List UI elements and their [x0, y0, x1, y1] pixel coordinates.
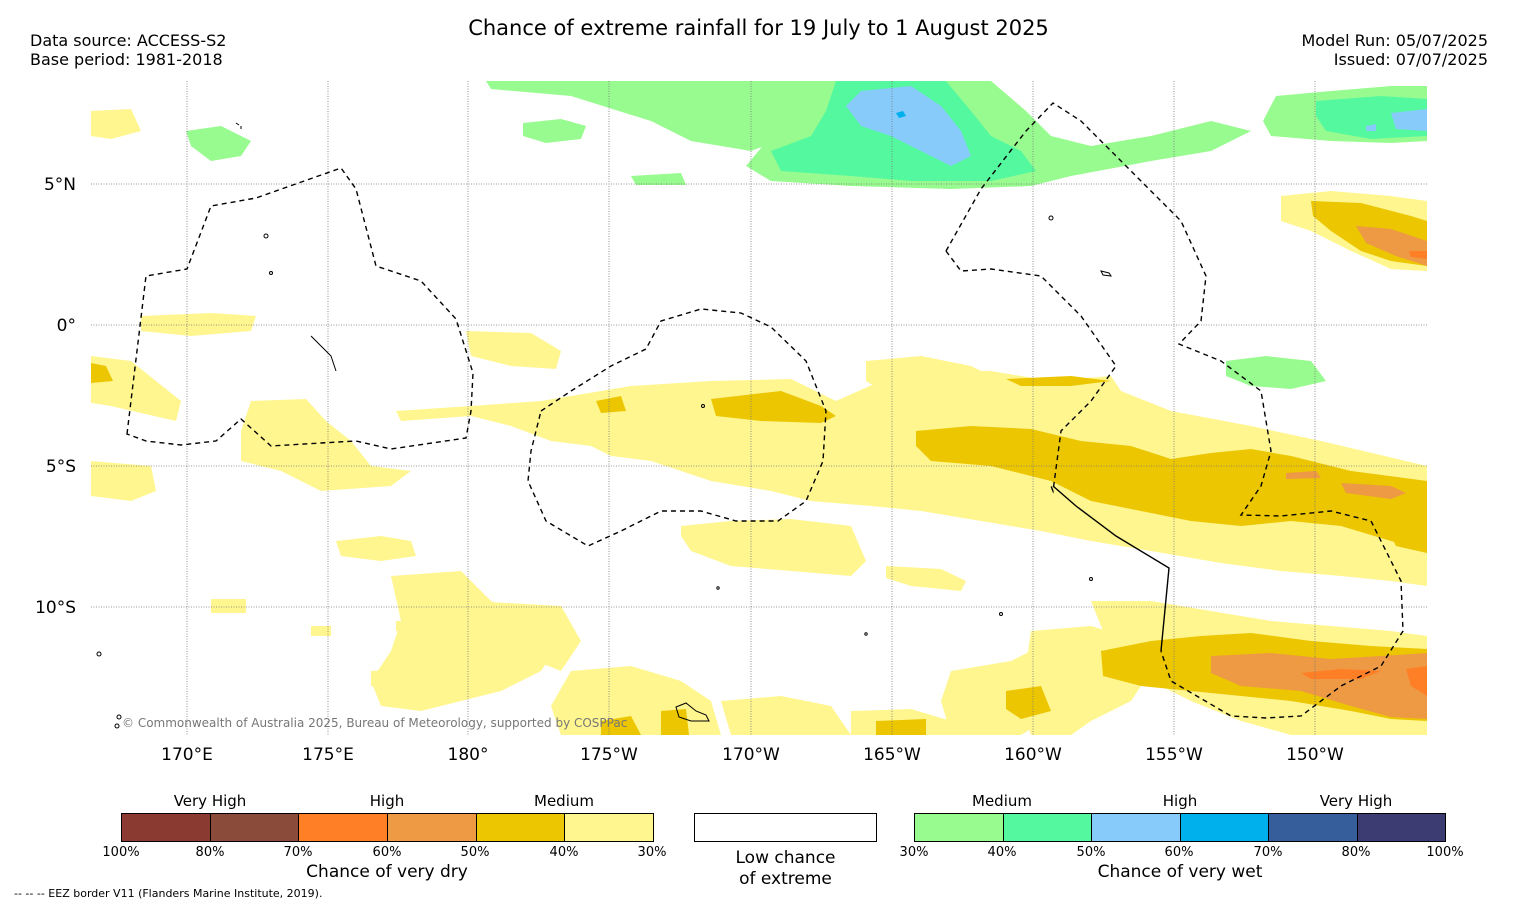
dry-header-very-high: Very High	[173, 792, 247, 810]
dry-colorbar	[121, 813, 654, 842]
lat-label-10s: 10°S	[35, 598, 76, 618]
wet-tick: 40%	[987, 845, 1017, 860]
low-chance-line2: of extreme	[739, 869, 832, 889]
wet-tick: 60%	[1164, 845, 1194, 860]
dry-tick: 40%	[549, 845, 579, 860]
lon-label-155w: 155°W	[1145, 745, 1203, 765]
dry-swatch-0	[122, 814, 211, 841]
wet-tick: 80%	[1341, 845, 1371, 860]
dry-header-high: High	[369, 792, 405, 810]
wet-tick: 50%	[1076, 845, 1106, 860]
wet-swatch-1	[1003, 814, 1092, 841]
wet-header-very-high: Very High	[1319, 792, 1393, 810]
graticule	[91, 81, 1427, 735]
lon-label-160w: 160°W	[1004, 745, 1062, 765]
dry-swatch-3	[388, 814, 477, 841]
wet-swatch-2	[1092, 814, 1181, 841]
lon-label-175w: 175°W	[580, 745, 638, 765]
lon-label-150w: 150°W	[1286, 745, 1344, 765]
dry-tick: 50%	[460, 845, 490, 860]
wet-colorbar	[914, 813, 1446, 842]
lon-label-180: 180°	[447, 745, 489, 765]
wet-tick: 30%	[899, 845, 929, 860]
run-info: Model Run: 05/07/2025 Issued: 07/07/2025	[1302, 31, 1489, 69]
dry-tick: 100%	[102, 845, 140, 860]
base-period: Base period: 1981-2018	[30, 50, 223, 69]
low-chance-caption: Low chance of extreme	[694, 848, 877, 890]
model-run: Model Run: 05/07/2025	[1301, 31, 1489, 50]
islands	[96, 122, 1113, 729]
lon-label-170e: 170°E	[161, 745, 213, 765]
dry-caption: Chance of very dry	[306, 862, 468, 882]
wet-header-high: High	[1162, 792, 1198, 810]
lat-label-5n: 5°N	[43, 175, 76, 195]
dry-high-regions	[1211, 226, 1427, 719]
data-source: Data source: ACCESS-S2	[30, 31, 227, 50]
wet-swatch-0	[915, 814, 1004, 841]
issued-date: Issued: 07/07/2025	[1333, 50, 1488, 69]
lon-label-170w: 170°W	[722, 745, 780, 765]
wet-swatch-5	[1357, 814, 1445, 841]
dry-tick: 30%	[637, 845, 667, 860]
wet-header-medium: Medium	[972, 792, 1032, 810]
lon-label-175e: 175°E	[302, 745, 354, 765]
low-chance-line1: Low chance	[735, 848, 836, 868]
dry-header-medium: Medium	[534, 792, 594, 810]
wet-tick: 70%	[1253, 845, 1283, 860]
data-source-info: Data source: ACCESS-S2 Base period: 1981…	[30, 31, 226, 69]
dry-swatch-5	[565, 814, 654, 841]
wet-swatch-3	[1180, 814, 1269, 841]
low-chance-swatch	[694, 813, 877, 842]
wet-regions	[186, 81, 1427, 389]
dry-swatch-4	[476, 814, 566, 841]
dry-tick: 70%	[283, 845, 313, 860]
lat-label-0: 0°	[56, 316, 76, 336]
lat-label-5s: 5°S	[45, 457, 76, 477]
dry-swatch-1	[210, 814, 300, 841]
dry-tick: 80%	[195, 845, 225, 860]
map-title: Chance of extreme rainfall for 19 July t…	[468, 16, 1049, 40]
wet-tick: 100%	[1426, 845, 1464, 860]
dry-swatch-2	[299, 814, 389, 841]
eez-note: -- -- -- EEZ border V11 (Flanders Marine…	[14, 887, 323, 900]
dry-tick: 60%	[372, 845, 402, 860]
wet-swatch-4	[1269, 814, 1358, 841]
rainfall-map	[91, 81, 1427, 735]
eez-borders	[126, 102, 1404, 719]
wet-caption: Chance of very wet	[1097, 862, 1263, 882]
dry-medium-light-regions	[91, 109, 1427, 735]
boundary-line	[1052, 485, 1170, 652]
copyright-notice: © Commonwealth of Australia 2025, Bureau…	[122, 716, 628, 730]
lon-label-165w: 165°W	[863, 745, 921, 765]
